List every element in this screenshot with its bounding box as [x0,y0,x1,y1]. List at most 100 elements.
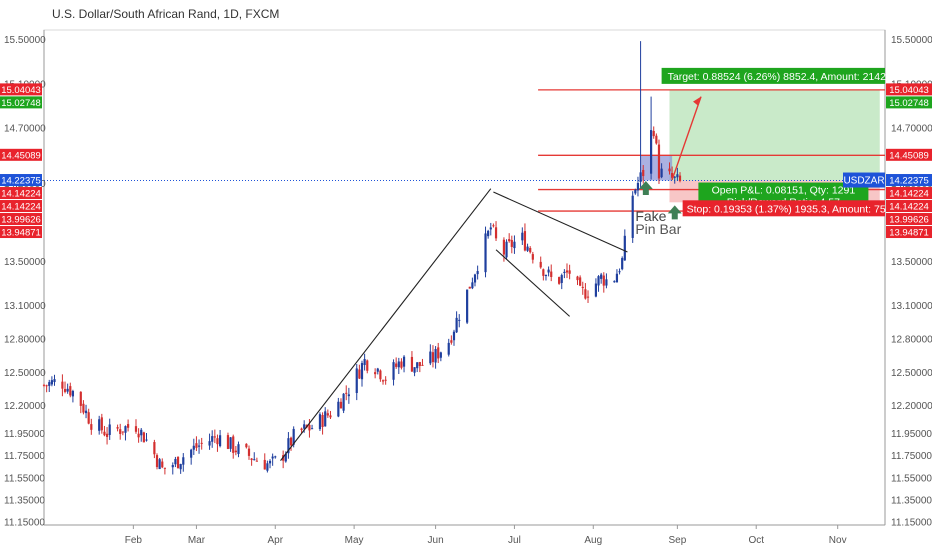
candle-body [226,435,230,449]
x-tick-label: Feb [125,535,143,546]
candle-body [539,261,542,268]
price-tag-label-left: 15.04043 [1,85,41,96]
candle-body [550,271,553,277]
candle-body [639,172,642,182]
candle-body [347,394,350,397]
y-tick-label-left: 12.80000 [4,335,46,346]
candle-body [502,239,506,255]
candle-body [429,351,432,364]
candle-body [308,424,311,431]
candle-body [45,385,48,387]
candle-body [53,379,56,383]
candle-body [360,363,364,380]
candle-body [182,457,185,465]
target-label-box [661,67,885,84]
candle-body [584,289,587,299]
candle-body [284,453,287,462]
pin-bar-arrow-1 [638,180,653,195]
candle-body [381,380,385,382]
price-tag-label-right: 13.99626 [889,215,929,226]
candle-body [565,270,569,273]
price-tag-right [886,148,932,161]
candle-body [116,427,119,429]
y-tick-label-right: 12.80000 [891,335,932,346]
candle-body [208,441,211,446]
candle-body [560,275,563,283]
candle-body [510,240,513,247]
candle-body [431,352,435,363]
candle-body [127,424,130,428]
candle-body [289,437,293,446]
candle-body [586,296,590,298]
chart-title: U.S. Dollar/South African Rand, 1D, FXCM [52,7,280,21]
y-tick-label-right: 14.70000 [891,124,932,135]
candle-body [250,458,253,461]
candle-body [489,227,492,230]
candle-body [655,135,658,144]
price-tag-label-right: 14.22375 [889,176,929,187]
channel-upper [493,191,628,253]
candle-body [563,271,566,274]
candle-body [174,458,177,465]
candle-body [232,436,235,453]
candle-body [494,227,498,239]
candle-body [61,381,64,389]
candle-body [594,283,598,297]
candle-body [253,459,256,461]
candle-body [121,431,124,433]
candle-body [568,270,571,274]
x-tick-label: Mar [188,535,206,546]
y-tick-label-right: 11.15000 [891,518,932,529]
candle-body [268,460,272,464]
target-arrow-head [693,96,702,106]
candle-body [66,388,69,392]
candle-body [218,435,222,447]
candle-body [98,419,101,431]
candle-body [237,444,240,454]
candle-body [134,426,138,432]
candle-body [124,426,127,433]
candle-body [155,455,159,468]
candle-body [600,274,603,279]
candle-body [434,349,437,363]
candle-body [384,379,387,381]
candle-body [266,463,269,471]
candle-body [213,436,216,438]
candle-body [163,467,166,469]
candle-body [355,368,358,394]
stop-label-box [682,200,885,217]
candle-body [492,225,495,227]
price-tag-right [886,226,932,239]
candle-body [211,436,214,442]
candle-body [521,232,524,241]
candle-body [287,438,290,454]
candle-body [542,269,545,276]
candle-body [455,317,458,333]
candle-body [263,459,266,470]
candle-body [310,428,314,430]
candle-body [179,463,182,470]
candle-body [458,319,461,321]
candle-body [84,410,88,414]
candle-body [471,282,474,289]
candle-body [636,182,640,191]
candle-body [363,359,366,366]
price-tag-label-right: 14.14224 [889,189,929,200]
candle-body [505,241,508,258]
candle-body [119,429,122,434]
candle-body [615,273,619,283]
candle-body [447,342,450,355]
candle-body [544,275,548,277]
candle-body [395,363,398,367]
candle-body [324,411,327,427]
candle-body [671,173,674,178]
price-tag-label-right: 15.02748 [889,98,929,109]
candle-body [292,428,295,445]
candle-body [303,424,306,429]
candle-body [668,168,671,172]
price-tag-label-left: 15.02748 [1,98,41,109]
candle-body [673,176,676,178]
target-zone [669,89,880,181]
y-tick-label-left: 13.50000 [4,257,46,268]
